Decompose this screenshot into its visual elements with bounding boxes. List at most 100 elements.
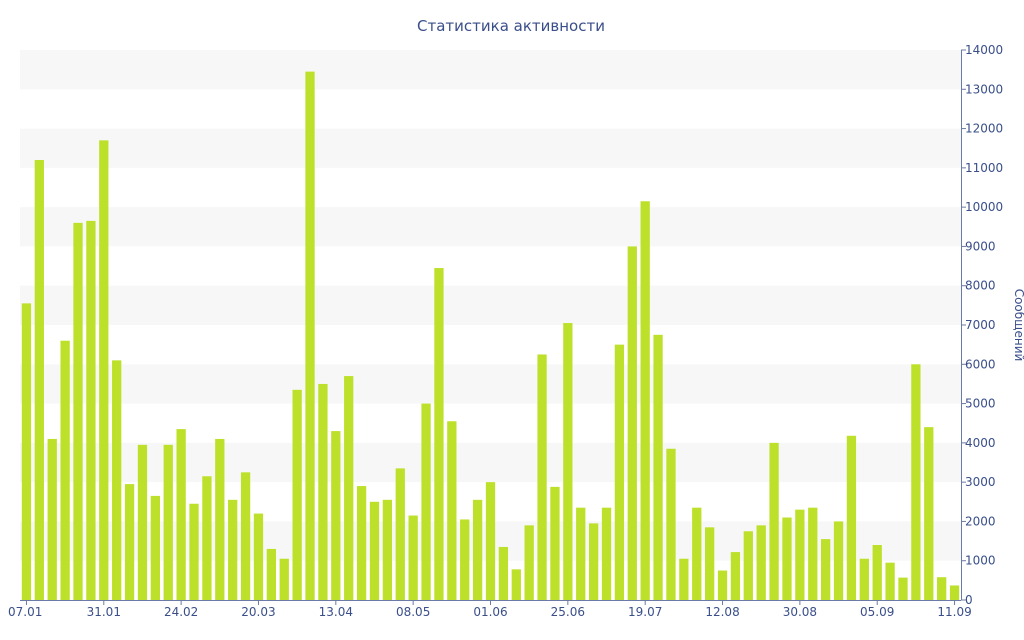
grid-band	[20, 364, 961, 404]
x-tick-label: 13.04	[319, 605, 353, 619]
bar[interactable]	[137, 444, 148, 600]
bar[interactable]	[369, 501, 380, 600]
bar[interactable]	[292, 389, 302, 600]
bar[interactable]	[163, 444, 173, 600]
bar[interactable]	[911, 364, 921, 600]
bar[interactable]	[344, 376, 354, 600]
bar[interactable]	[588, 523, 599, 600]
bar[interactable]	[614, 344, 625, 600]
bar[interactable]	[833, 521, 844, 600]
bar[interactable]	[434, 268, 444, 600]
y-tick-label: 4000	[965, 436, 996, 450]
bar[interactable]	[460, 519, 470, 600]
bar[interactable]	[382, 499, 393, 600]
bar[interactable]	[808, 507, 818, 600]
y-tick-label: 10000	[965, 200, 1003, 214]
bar[interactable]	[86, 220, 96, 600]
bar[interactable]	[21, 303, 32, 600]
bar[interactable]	[537, 354, 547, 600]
bar[interactable]	[150, 495, 160, 600]
y-axis-label: Сообщений	[1012, 289, 1024, 362]
y-tick-label: 2000	[965, 514, 996, 528]
bar[interactable]	[666, 448, 676, 600]
bar[interactable]	[743, 531, 753, 600]
bar[interactable]	[228, 499, 238, 600]
y-tick-label: 5000	[965, 397, 996, 411]
bar[interactable]	[679, 558, 689, 600]
bar[interactable]	[730, 552, 741, 600]
y-tick-label: 8000	[965, 279, 996, 293]
bar[interactable]	[124, 484, 135, 600]
bar[interactable]	[253, 513, 264, 600]
bar[interactable]	[859, 558, 869, 600]
bar[interactable]	[627, 246, 637, 600]
bars	[21, 71, 960, 601]
bar[interactable]	[447, 421, 457, 600]
bar[interactable]	[279, 558, 289, 600]
bar[interactable]	[498, 546, 509, 600]
bar[interactable]	[769, 442, 779, 600]
bar[interactable]	[215, 438, 225, 600]
bar[interactable]	[73, 222, 83, 601]
bar[interactable]	[937, 577, 947, 600]
bar[interactable]	[885, 562, 895, 600]
bar[interactable]	[898, 577, 908, 600]
bar[interactable]	[189, 503, 199, 600]
bar[interactable]	[99, 140, 109, 601]
bar[interactable]	[266, 548, 276, 600]
bar[interactable]	[821, 539, 831, 600]
bar[interactable]	[331, 431, 341, 600]
bar[interactable]	[485, 482, 496, 600]
bar[interactable]	[756, 525, 766, 600]
bar[interactable]	[692, 507, 702, 600]
bar[interactable]	[34, 160, 44, 600]
y-tick-label: 14000	[965, 43, 1003, 57]
chart-title: Статистика активности	[417, 17, 605, 35]
x-tick-label: 19.07	[628, 605, 662, 619]
bar[interactable]	[949, 585, 960, 600]
bar[interactable]	[601, 507, 612, 600]
bar[interactable]	[356, 486, 367, 600]
grid-bands	[20, 50, 961, 561]
y-tick-label: 1000	[965, 554, 996, 568]
bar[interactable]	[421, 403, 431, 600]
bar[interactable]	[318, 383, 328, 600]
bar[interactable]	[872, 545, 882, 600]
x-tick-label: 31.01	[87, 605, 121, 619]
x-tick-label: 24.02	[164, 605, 198, 619]
bar[interactable]	[795, 509, 805, 600]
y-axis-ticks: 0 1000 2000 3000 4000 5000 6000 7000 8000 9000 100…	[961, 43, 1003, 607]
bar[interactable]	[202, 476, 212, 600]
y-tick-label: 12000	[965, 122, 1003, 136]
bar[interactable]	[705, 527, 715, 600]
bar[interactable]	[524, 525, 534, 600]
bar[interactable]	[112, 360, 122, 600]
grid-band	[20, 128, 961, 168]
bar[interactable]	[472, 499, 483, 600]
bar[interactable]	[550, 486, 560, 600]
bar[interactable]	[305, 71, 315, 601]
bar[interactable]	[511, 569, 521, 600]
bar[interactable]	[924, 427, 934, 600]
grid-band	[20, 50, 961, 90]
x-tick-label: 12.08	[705, 605, 739, 619]
bar[interactable]	[60, 340, 70, 600]
bar[interactable]	[640, 201, 650, 600]
y-tick-label: 0	[965, 593, 973, 607]
bar[interactable]	[653, 334, 663, 600]
bar[interactable]	[240, 472, 251, 600]
bar[interactable]	[782, 517, 792, 601]
bar[interactable]	[563, 323, 573, 600]
x-tick-label: 07.01	[8, 605, 42, 619]
bar[interactable]	[846, 435, 857, 600]
bar[interactable]	[408, 515, 418, 600]
grid-band	[20, 207, 961, 247]
x-tick-label: 01.06	[473, 605, 507, 619]
bar[interactable]	[47, 438, 57, 600]
bar[interactable]	[576, 507, 586, 600]
x-axis-ticks: 07.01 31.01 24.02 20.03 13.04 08.05 01.06 25.06…	[8, 600, 972, 619]
bar[interactable]	[395, 468, 405, 600]
bar[interactable]	[176, 429, 186, 600]
bar[interactable]	[717, 570, 728, 600]
